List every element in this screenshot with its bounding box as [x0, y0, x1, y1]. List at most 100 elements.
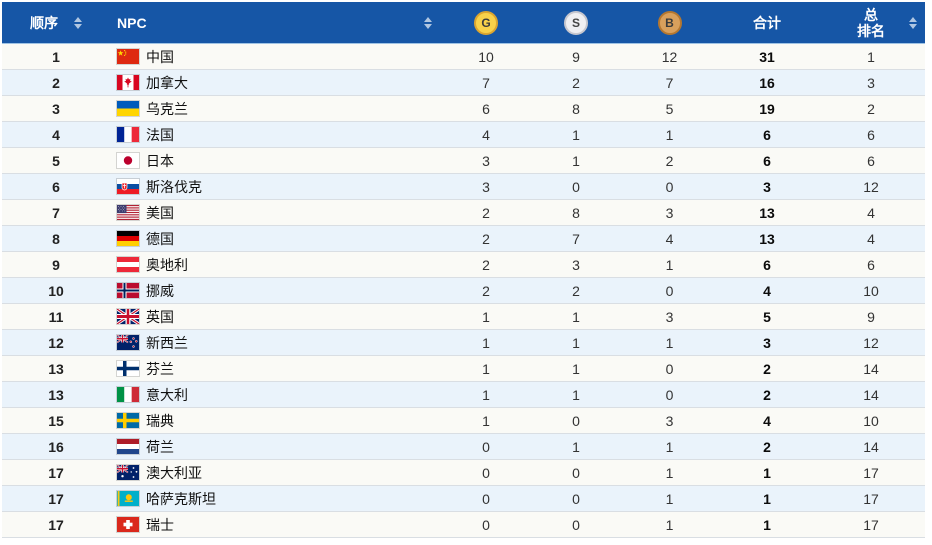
- table-row: 4 法国 4 1 1 6 6: [2, 122, 925, 148]
- bronze-cell: 0: [665, 386, 674, 403]
- overall-rank-cell: 2: [867, 100, 875, 117]
- header-bronze[interactable]: B: [622, 2, 717, 43]
- rank-cell: 6: [52, 178, 60, 195]
- npc-cell: 瑞士: [110, 512, 442, 537]
- header-rank[interactable]: 顺序: [2, 2, 110, 43]
- npc-cell: 澳大利亚: [110, 460, 442, 485]
- gold-cell: 1: [482, 334, 490, 351]
- total-cell: 3: [763, 178, 771, 195]
- overall-rank-cell: 14: [863, 438, 879, 455]
- flag-icon: [117, 257, 139, 272]
- silver-cell: 8: [572, 204, 580, 221]
- table-header-row: 顺序 NPC G S B 合计 总排名: [2, 2, 925, 44]
- flag-icon: [117, 49, 139, 64]
- header-total[interactable]: 合计: [717, 2, 817, 43]
- bronze-cell: 3: [665, 308, 674, 325]
- bronze-cell: 2: [665, 152, 674, 169]
- total-cell: 16: [759, 74, 775, 91]
- bronze-cell: 0: [665, 282, 674, 299]
- country-name: 挪威: [146, 282, 174, 299]
- rank-cell: 17: [48, 464, 64, 481]
- gold-cell: 3: [482, 178, 490, 195]
- country-name: 澳大利亚: [146, 464, 202, 481]
- npc-cell: 挪威: [110, 278, 442, 303]
- npc-cell: 哈萨克斯坦: [110, 486, 442, 511]
- rank-cell: 7: [52, 204, 60, 221]
- gold-cell: 6: [482, 100, 490, 117]
- bronze-cell: 1: [665, 334, 674, 351]
- bronze-cell: 1: [665, 490, 674, 507]
- sort-icon[interactable]: [909, 16, 917, 29]
- overall-rank-cell: 6: [867, 126, 875, 143]
- npc-header-label: NPC: [117, 14, 147, 31]
- overall-rank-cell: 6: [867, 152, 875, 169]
- gold-cell: 4: [482, 126, 490, 143]
- npc-cell: 乌克兰: [110, 96, 442, 121]
- rank-cell: 11: [48, 308, 64, 325]
- silver-cell: 0: [572, 516, 580, 533]
- overall-rank-cell: 10: [863, 282, 879, 299]
- silver-cell: 2: [572, 74, 580, 91]
- npc-cell: 英国: [110, 304, 442, 329]
- table-row: 2 加拿大 7 2 7 16 3: [2, 70, 925, 96]
- gold-cell: 1: [482, 308, 490, 325]
- table-row: 9 奥地利 2 3 1 6 6: [2, 252, 925, 278]
- table-row: 10 挪威 2 2 0 4 10: [2, 278, 925, 304]
- rank-cell: 4: [52, 126, 60, 143]
- gold-cell: 2: [482, 282, 490, 299]
- overall-rank-cell: 4: [867, 204, 875, 221]
- rank-cell: 15: [48, 412, 64, 429]
- country-name: 乌克兰: [146, 100, 188, 117]
- rank-cell: 9: [52, 256, 60, 273]
- bronze-cell: 0: [665, 360, 674, 377]
- bronze-cell: 1: [665, 256, 674, 273]
- country-name: 德国: [146, 230, 174, 247]
- table-row: 7 美国 2 8 3 13 4: [2, 200, 925, 226]
- silver-cell: 0: [572, 490, 580, 507]
- country-name: 法国: [146, 126, 174, 143]
- header-silver[interactable]: S: [530, 2, 622, 43]
- header-npc[interactable]: NPC: [110, 2, 442, 43]
- npc-cell: 中国: [110, 44, 442, 69]
- rank-cell: 8: [52, 230, 60, 247]
- total-cell: 2: [763, 438, 771, 455]
- rank-cell: 12: [48, 334, 64, 351]
- country-name: 意大利: [146, 386, 188, 403]
- overall-rank-cell: 17: [863, 490, 879, 507]
- sort-icon[interactable]: [74, 16, 82, 29]
- table-body: 1 中国 10 9 12 31 1 2 加拿大 7 2 7 16 3 3 乌克兰…: [2, 44, 925, 538]
- overall-rank-cell: 10: [863, 412, 879, 429]
- table-row: 13 意大利 1 1 0 2 14: [2, 382, 925, 408]
- bronze-cell: 7: [665, 74, 674, 91]
- rank-cell: 1: [52, 48, 60, 65]
- total-cell: 13: [759, 230, 775, 247]
- bronze-cell: 1: [665, 516, 674, 533]
- overall-rank-cell: 12: [863, 178, 879, 195]
- overall-rank-cell: 6: [867, 256, 875, 273]
- flag-icon: [117, 387, 139, 402]
- silver-medal-icon: S: [564, 10, 588, 35]
- total-cell: 6: [763, 126, 771, 143]
- total-cell: 6: [763, 152, 771, 169]
- rank-cell: 5: [52, 152, 60, 169]
- table-row: 16 荷兰 0 1 1 2 14: [2, 434, 925, 460]
- overall-rank-cell: 3: [867, 74, 875, 91]
- total-cell: 2: [763, 360, 771, 377]
- rank-cell: 17: [48, 490, 64, 507]
- header-overall-rank[interactable]: 总排名: [817, 2, 925, 43]
- bronze-cell: 1: [665, 438, 674, 455]
- sort-icon[interactable]: [424, 16, 432, 29]
- flag-icon: [117, 439, 139, 454]
- header-gold[interactable]: G: [442, 2, 530, 43]
- flag-icon: [117, 283, 139, 298]
- bronze-cell: 3: [665, 204, 674, 221]
- country-name: 瑞典: [146, 412, 174, 429]
- rank-cell: 16: [48, 438, 64, 455]
- total-cell: 31: [759, 48, 775, 65]
- table-row: 1 中国 10 9 12 31 1: [2, 44, 925, 70]
- total-cell: 2: [763, 386, 771, 403]
- silver-cell: 3: [572, 256, 580, 273]
- gold-cell: 10: [478, 48, 494, 65]
- npc-cell: 瑞典: [110, 408, 442, 433]
- flag-icon: [117, 413, 139, 428]
